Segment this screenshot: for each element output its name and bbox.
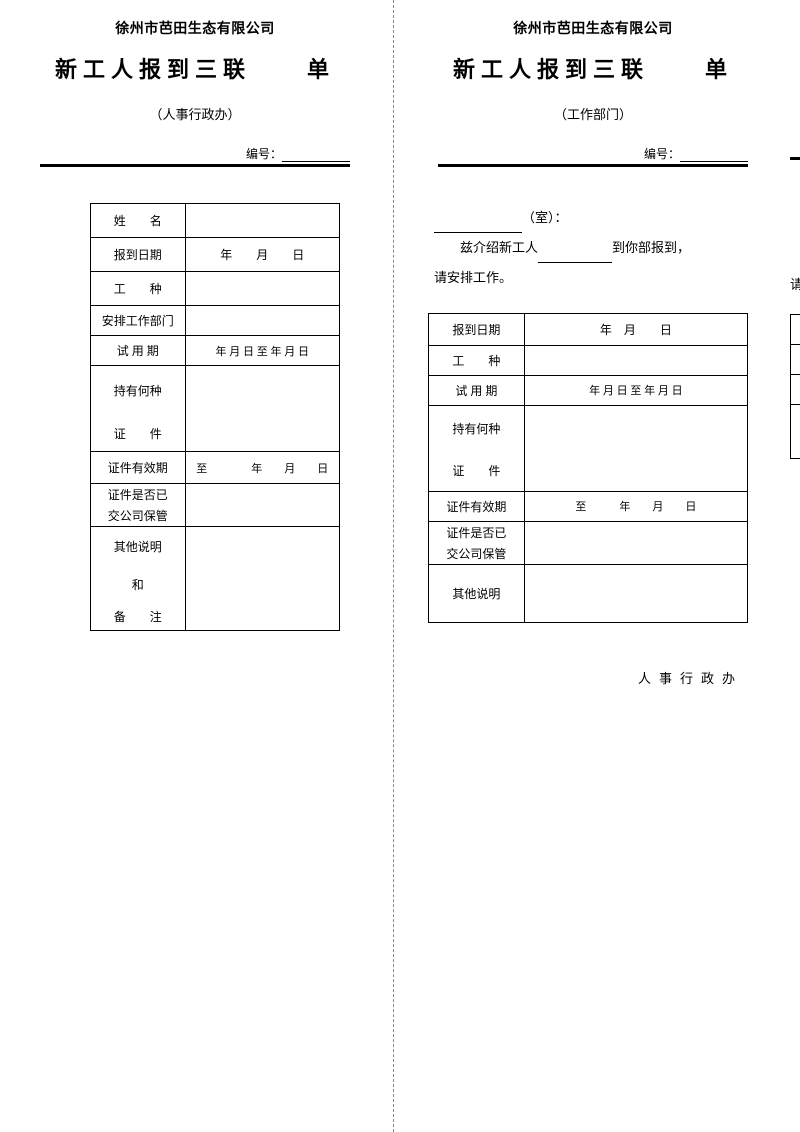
panel-dept: 徐州市芭田生态有限公司 新工人报到三联 单 （工作部门） 编号： （室）： 兹介… xyxy=(398,0,788,687)
table-row: 证件有效期至 年 月 日 xyxy=(91,452,340,484)
label-trial: 试 用 期 xyxy=(429,375,525,405)
intro-1b: 到你部报到， xyxy=(612,240,690,255)
table-row: 报到日期年 月 日 xyxy=(429,313,748,345)
input-date[interactable]: 年 月 日 xyxy=(524,313,747,345)
form-title: 新工人报到三联 单 xyxy=(0,52,390,84)
panel3-table: 报 工 工 试 xyxy=(790,314,800,459)
input-other[interactable] xyxy=(185,527,339,631)
signoff: 人事行政办 xyxy=(398,668,788,687)
intro-1a: 兹介绍新工人 xyxy=(460,240,538,255)
table-row: 其他说明 xyxy=(429,564,748,622)
table-row: 姓 名 xyxy=(91,204,340,238)
label-keep2: 交公司保管 xyxy=(91,505,186,527)
panel-hr: 徐州市芭田生态有限公司 新工人报到三联 单 （人事行政办） 编号： 姓 名 报到… xyxy=(0,0,390,631)
label-note: 备 注 xyxy=(91,603,186,631)
table-row: 证件有效期至 年 月 日 xyxy=(429,491,748,521)
input-other[interactable] xyxy=(524,564,747,622)
label-and: 和 xyxy=(91,567,186,603)
table-row: 工 xyxy=(791,344,800,374)
input-date[interactable]: 年 月 日 xyxy=(185,238,339,272)
table-row: 试 用 期年 月 日 至 年 月 日 xyxy=(91,336,340,366)
input-trial[interactable]: 年 月 日 至 年 月 日 xyxy=(524,375,747,405)
partial-row-2: 工 xyxy=(791,344,800,374)
input-cert[interactable] xyxy=(524,405,747,491)
input-valid[interactable]: 至 年 月 日 xyxy=(524,491,747,521)
table-row: 报 xyxy=(791,314,800,344)
form-title: 新工人报到三联 单 xyxy=(398,52,788,84)
thick-separator xyxy=(438,164,748,167)
table-row: 试 用 期年 月 日 至 年 月 日 xyxy=(429,375,748,405)
label-cert1: 持有何种 xyxy=(91,366,186,416)
label-dept: 安排工作部门 xyxy=(91,306,186,336)
partial-row-1: 报 xyxy=(791,314,800,344)
label-date: 报到日期 xyxy=(91,238,186,272)
table-row: 持有何种 xyxy=(91,366,340,416)
panel2-subtitle: （工作部门） xyxy=(398,104,788,123)
label-keep1: 证件是否已 xyxy=(91,484,186,506)
worker-name-blank[interactable] xyxy=(538,262,612,263)
serial-label: 编号： xyxy=(644,147,680,161)
intro-2: 请安排工作。 xyxy=(434,263,748,293)
label-other: 其他说明 xyxy=(91,527,186,567)
serial-label: 编号： xyxy=(246,147,282,161)
serial-row: 编号： xyxy=(0,145,390,162)
table-row: 证件是否已 xyxy=(429,521,748,543)
partial-row-3: 工 xyxy=(791,374,800,404)
company-name: 徐州市芭田生态有限公司 xyxy=(398,18,788,38)
table-row: 证件是否已 xyxy=(91,484,340,506)
label-valid: 证件有效期 xyxy=(91,452,186,484)
label-keep2: 交公司保管 xyxy=(429,543,525,565)
label-cert2: 证 件 xyxy=(91,416,186,452)
label-keep1: 证件是否已 xyxy=(429,521,525,543)
table-row: 安排工作部门 xyxy=(91,306,340,336)
serial-blank[interactable] xyxy=(282,161,350,162)
intro-room: （室）： xyxy=(522,210,568,225)
label-cert1: 持有何种 xyxy=(429,405,525,451)
panel-divider xyxy=(393,0,394,1132)
input-keep[interactable] xyxy=(524,521,747,564)
input-valid[interactable]: 至 年 月 日 xyxy=(185,452,339,484)
label-name: 姓 名 xyxy=(91,204,186,238)
partial-text-2: 请 xyxy=(790,270,800,300)
company-name: 徐州市芭田生态有限公司 xyxy=(0,18,390,38)
table-row: 工 种 xyxy=(91,272,340,306)
table-row: 工 xyxy=(791,374,800,404)
thick-separator xyxy=(790,157,800,160)
intro-text: （室）： 兹介绍新工人 到你部报到， 请安排工作。 xyxy=(398,203,788,293)
input-kind[interactable] xyxy=(524,345,747,375)
input-trial[interactable]: 年 月 日 至 年 月 日 xyxy=(185,336,339,366)
label-valid: 证件有效期 xyxy=(429,491,525,521)
input-keep[interactable] xyxy=(185,484,339,527)
label-trial: 试 用 期 xyxy=(91,336,186,366)
table-row: 工 种 xyxy=(429,345,748,375)
table-row: 报到日期年 月 日 xyxy=(91,238,340,272)
panel2-table: 报到日期年 月 日 工 种 试 用 期年 月 日 至 年 月 日 持有何种 证 … xyxy=(398,313,788,623)
partial-text-1: 财 xyxy=(790,210,800,240)
table-row: 试 xyxy=(791,404,800,458)
input-dept[interactable] xyxy=(185,306,339,336)
label-date: 报到日期 xyxy=(429,313,525,345)
label-kind: 工 种 xyxy=(91,272,186,306)
label-cert2: 证 件 xyxy=(429,451,525,491)
label-other: 其他说明 xyxy=(429,564,525,622)
partial-row-4: 试 xyxy=(791,404,800,458)
label-kind: 工 种 xyxy=(429,345,525,375)
table-row: 持有何种 xyxy=(429,405,748,451)
input-cert[interactable] xyxy=(185,366,339,452)
panel1-table: 姓 名 报到日期年 月 日 工 种 安排工作部门 试 用 期年 月 日 至 年 … xyxy=(0,203,390,631)
input-name[interactable] xyxy=(185,204,339,238)
serial-row: 编号： xyxy=(398,145,788,162)
serial-blank[interactable] xyxy=(680,161,748,162)
panel1-subtitle: （人事行政办） xyxy=(0,104,390,123)
panel-partial: 财 请 报 工 工 试 xyxy=(790,0,800,459)
table-row: 其他说明 xyxy=(91,527,340,567)
input-kind[interactable] xyxy=(185,272,339,306)
thick-separator xyxy=(40,164,350,167)
